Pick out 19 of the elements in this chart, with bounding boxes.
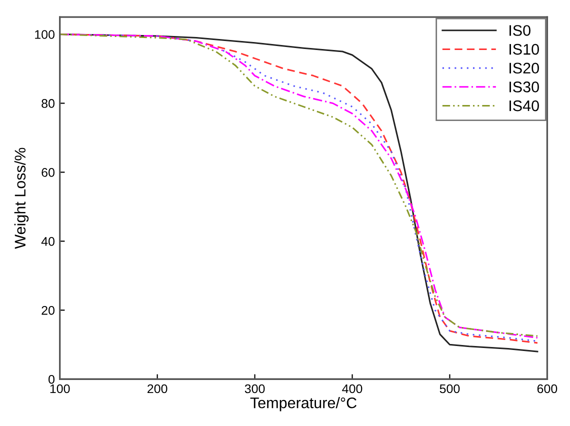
y-tick-label: 80 [42, 99, 54, 108]
x-tick-label: 400 [342, 384, 362, 394]
legend-label: IS0 [510, 25, 530, 36]
x-tick-label: 500 [440, 384, 460, 394]
y-tick-label: 20 [42, 306, 54, 315]
y-tick-label: 40 [41, 237, 54, 246]
y-axis-title: Weight Loss/% [14, 148, 29, 249]
y-tick-label: 60 [42, 168, 54, 177]
legend-label: IS30 [510, 82, 539, 92]
x-tick-label: 600 [537, 384, 558, 394]
legend-label: IS40 [510, 100, 539, 112]
y-tick-label: 100 [35, 30, 54, 39]
x-tick-label: 300 [244, 384, 265, 394]
x-axis-title: Temperature/°C [250, 397, 357, 412]
legend-label: IS20 [510, 62, 539, 74]
legend-label: IS10 [510, 44, 539, 55]
x-tick-label: 200 [148, 384, 168, 394]
x-tick-label: 100 [50, 384, 70, 394]
y-tick-label: 0 [48, 374, 54, 384]
